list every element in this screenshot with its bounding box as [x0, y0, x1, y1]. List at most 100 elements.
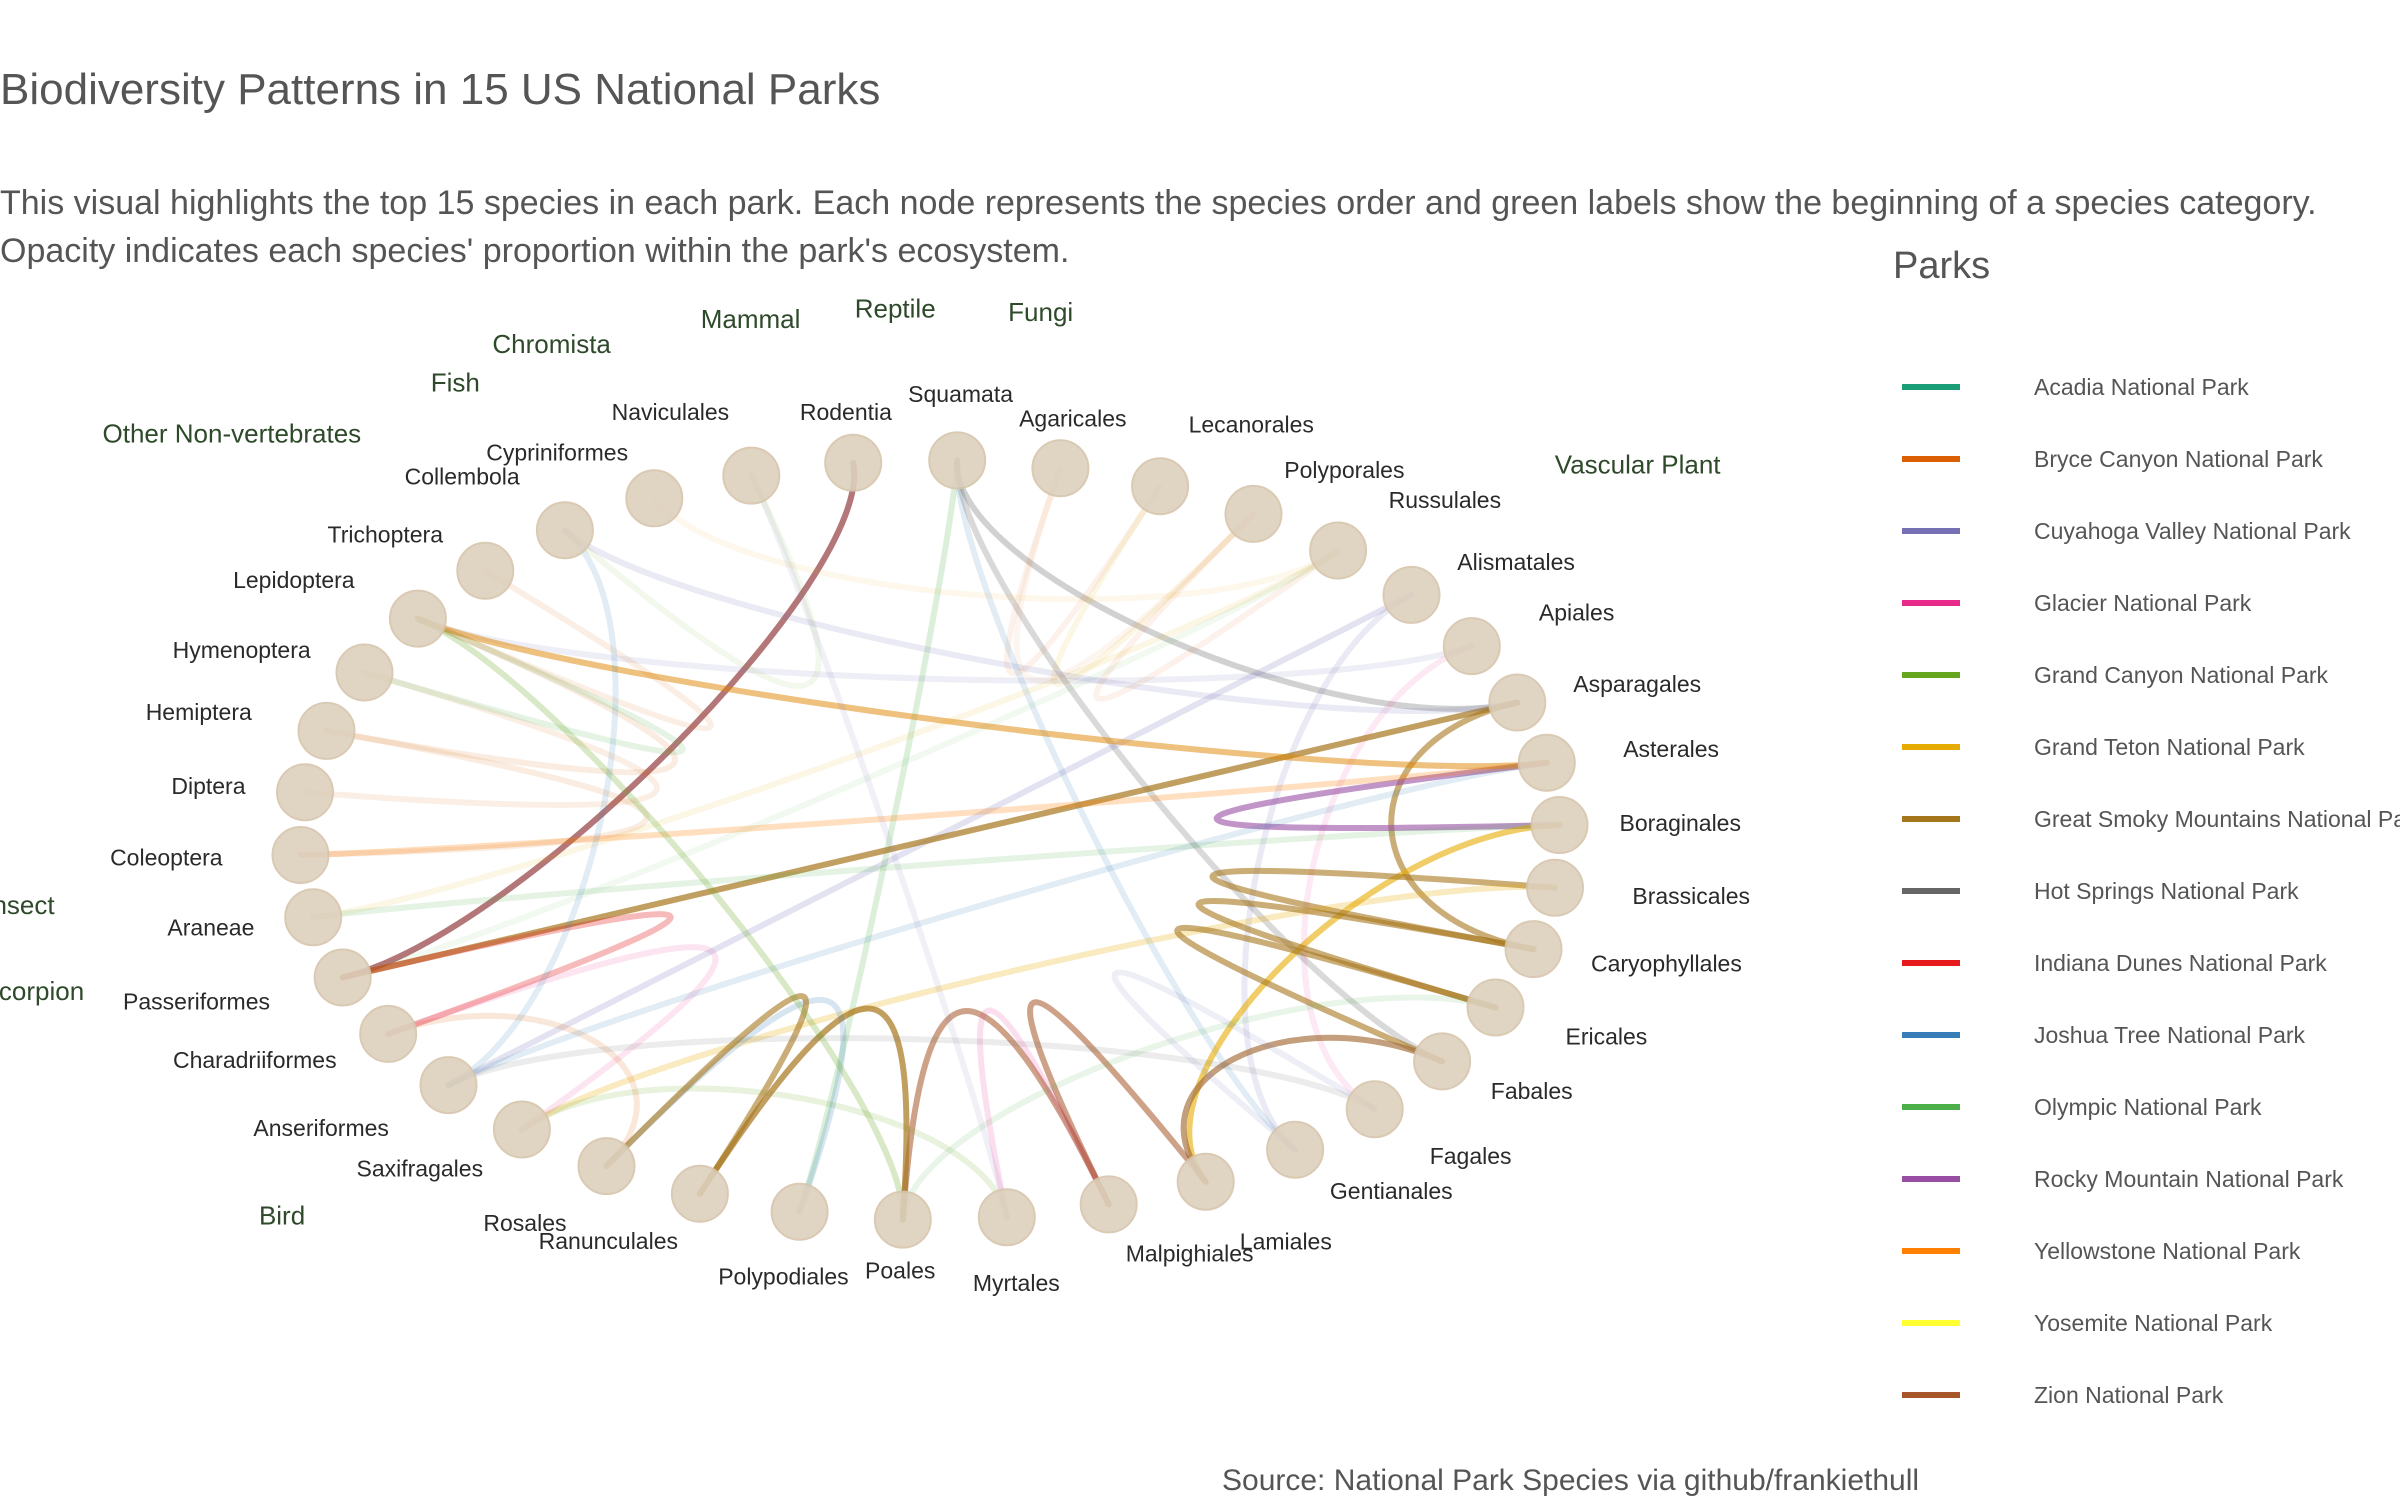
node-label-asparagales: Asparagales: [1573, 671, 1701, 697]
node-squamata: [928, 431, 987, 490]
legend-item-olympic-national-park: Olympic National Park: [1902, 1094, 2262, 1120]
node-naviculales: [722, 446, 781, 505]
legend-item-rocky-mountain-national-park: Rocky Mountain National Park: [1902, 1166, 2344, 1192]
node-label-caryophyllales: Caryophyllales: [1591, 951, 1742, 977]
link-lepidoptera-poales-45: [414, 615, 906, 1223]
legend-item-joshua-tree-national-park: Joshua Tree National Park: [1902, 1022, 2306, 1048]
category-label-reptile: Reptile: [855, 293, 936, 323]
node-fabales: [1413, 1032, 1472, 1091]
legend-item-yellowstone-national-park: Yellowstone National Park: [1902, 1238, 2301, 1264]
legend-label: Rocky Mountain National Park: [2034, 1166, 2344, 1192]
node-lamiales: [1176, 1152, 1235, 1211]
legend-item-hot-springs-national-park: Hot Springs National Park: [1902, 878, 2299, 904]
node-label-hemiptera: Hemiptera: [146, 699, 252, 725]
legend-item-acadia-national-park: Acadia National Park: [1902, 374, 2249, 400]
link-ericales-fabales-24: [1174, 924, 1499, 1065]
node-label-rosales: Rosales: [483, 1210, 566, 1236]
node-brassicales: [1526, 858, 1584, 917]
source-note: Source: National Park Species via github…: [1222, 1464, 1919, 1497]
node-cypriniformes: [625, 469, 684, 528]
chart-title: Biodiversity Patterns in 15 US National …: [0, 65, 880, 114]
link-poales-ranunculales-30: [696, 1005, 910, 1223]
link-anseriformes-asterales-37: [445, 759, 1550, 1089]
node-hymenoptera: [335, 643, 394, 702]
link-asterales-lepidoptera-19: [414, 615, 1550, 770]
link-rosales-charadriiformes-34: [385, 1012, 640, 1170]
legend-item-grand-teton-national-park: Grand Teton National Park: [1902, 734, 2305, 760]
node-label-brassicales: Brassicales: [1632, 883, 1750, 909]
node-label-ericales: Ericales: [1566, 1024, 1648, 1050]
category-label-insect: Insect: [0, 890, 55, 920]
legend-item-cuyahoga-valley-national-park: Cuyahoga Valley National Park: [1902, 518, 2351, 544]
legend-label: Grand Teton National Park: [2034, 734, 2305, 760]
node-myrtales: [977, 1188, 1036, 1247]
node-apiales: [1442, 617, 1501, 676]
link-apiales-lepidoptera-12: [414, 615, 1475, 684]
node-label-diptera: Diptera: [171, 773, 245, 799]
category-labels-layer: Mammal Reptile Fungi Vascular Plant Bird Spid…: [0, 293, 1721, 1230]
node-agaricales: [1031, 439, 1090, 498]
link-agaricales-polyporales-52: [1013, 465, 1257, 684]
legend-label: Acadia National Park: [2034, 374, 2249, 400]
link-alismatales-gentianales-11: [1241, 591, 1415, 1153]
node-label-anseriformes: Anseriformes: [253, 1115, 388, 1141]
node-label-charadriiformes: Charadriiformes: [173, 1047, 337, 1073]
legend-item-yosemite-national-park: Yosemite National Park: [1902, 1310, 2273, 1336]
legend-label: Cuyahoga Valley National Park: [2034, 518, 2351, 544]
link-hemiptera-lepidoptera-42: [323, 615, 678, 776]
node-label-apiales: Apiales: [1539, 599, 1614, 625]
node-label-trichoptera: Trichoptera: [328, 522, 444, 548]
node-label-coleoptera: Coleoptera: [110, 845, 223, 871]
link-charadriiformes-passeriformes-38: [339, 911, 674, 1037]
node-label-lepidoptera: Lepidoptera: [233, 567, 355, 593]
node-label-rodentia: Rodentia: [800, 399, 892, 425]
legend: Parks Acadia National Park Bryce Canyon N…: [1893, 245, 2400, 1408]
node-label-squamata: Squamata: [908, 381, 1013, 407]
node-label-poales: Poales: [865, 1258, 935, 1284]
node-label-fagales: Fagales: [1430, 1143, 1512, 1169]
legend-label: Grand Canyon National Park: [2034, 662, 2329, 688]
link-rodentia-passeriformes-0: [339, 459, 858, 981]
chart-subtitle-line-1: This visual highlights the top 15 specie…: [0, 184, 2317, 222]
link-fabales-lamiales-26: [1180, 1034, 1446, 1185]
node-hemiptera: [297, 701, 356, 760]
link-polyporales-russulales-51: [1093, 510, 1342, 702]
link-boraginales-lamiales-20: [1186, 822, 1563, 1185]
node-passeriformes: [313, 948, 372, 1007]
category-label-vascular-plant: Vascular Plant: [1555, 450, 1721, 480]
category-label-spider-scorpion: Spider/Scorpion: [0, 976, 84, 1006]
link-russulales-araneae-8: [310, 547, 1342, 921]
link-brassicales-saxifragales-22: [518, 883, 1558, 1133]
legend-item-zion-national-park: Zion National Park: [1902, 1382, 2224, 1408]
node-label-collembola: Collembola: [405, 463, 520, 489]
link-lamiales-malpighiales-27: [1027, 999, 1209, 1208]
category-label-mammal: Mammal: [701, 304, 801, 334]
link-squamata-asparagales-2: [954, 457, 1521, 712]
node-rosales: [577, 1137, 636, 1196]
node-polypodiales: [770, 1182, 829, 1241]
link-myrtales-malpighiales-54: [976, 1007, 1112, 1221]
link-agaricales-lecanorales-6: [1004, 465, 1164, 677]
node-anseriformes: [419, 1056, 478, 1115]
node-gentianales: [1266, 1120, 1325, 1179]
node-label-russulales: Russulales: [1389, 487, 1502, 513]
legend-item-indiana-dunes-national-park: Indiana Dunes National Park: [1902, 950, 2327, 976]
link-asterales-coleoptera-18: [297, 759, 1550, 858]
node-label-polyporales: Polyporales: [1284, 457, 1404, 483]
legend-item-great-smoky-mountains-national-park: Great Smoky Mountains National Park: [1902, 806, 2400, 832]
node-label-lecanorales: Lecanorales: [1189, 412, 1314, 438]
link-saxifragales-charadriiformes-35: [385, 944, 719, 1133]
node-label-malpighiales: Malpighiales: [1126, 1240, 1254, 1266]
category-label-other-non-vertebrates: Other Non-vertebrates: [103, 418, 362, 448]
link-russulales-passeriformes-9: [339, 547, 1342, 981]
link-asterales-boraginales-17: [1213, 759, 1563, 832]
legend-item-glacier-national-park: Glacier National Park: [1902, 590, 2252, 616]
link-lecanorales-polyporales-7: [1050, 483, 1257, 687]
legend-label: Glacier National Park: [2034, 590, 2252, 616]
node-asterales: [1517, 733, 1576, 792]
node-asparagales: [1488, 673, 1547, 732]
link-malpighiales-poales-28: [899, 1008, 1112, 1223]
link-asparagales-collembola-16: [561, 527, 1521, 714]
